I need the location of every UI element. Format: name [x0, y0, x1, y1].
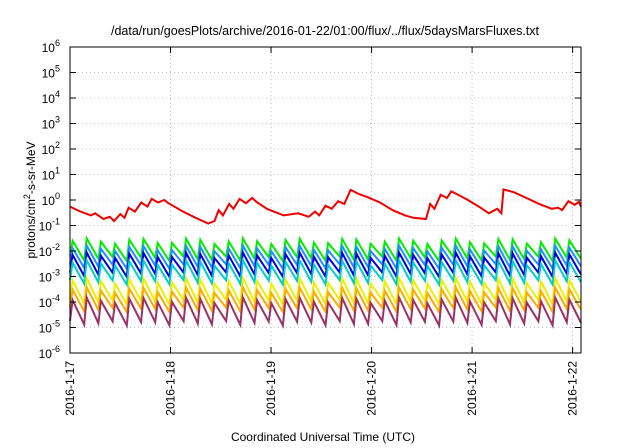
series-line — [69, 256, 582, 288]
series-line — [69, 188, 582, 225]
y-tick-label: 102 — [42, 140, 60, 157]
y-tick-label: 10-1 — [39, 217, 60, 234]
y-tick-label: 10-5 — [39, 319, 60, 336]
y-axis-label-units: -s-sr-MeV — [24, 141, 38, 194]
y-axis: 106 105 104 103 102 101 100 10-1 10-2 10-3 10-4 10-… — [39, 38, 581, 361]
y-axis-label-superscript: 2 — [22, 194, 32, 199]
series-line — [69, 249, 582, 281]
y-tick-label: 10-3 — [39, 268, 60, 285]
chart-title: /data/run/goesPlots/archive/2016-01-22/0… — [111, 24, 540, 38]
y-tick-label: 100 — [42, 191, 60, 208]
x-tick-label: 2016-1-20 — [365, 361, 379, 416]
y-tick-label: 10-4 — [39, 293, 60, 310]
y-tick-label: 101 — [42, 166, 60, 183]
y-tick-label: 104 — [42, 89, 60, 106]
y-tick-label: 10-6 — [39, 344, 60, 361]
series-line — [69, 235, 582, 264]
series-layer — [69, 188, 582, 329]
series-line — [69, 242, 582, 272]
y-tick-label: 103 — [42, 115, 60, 132]
y-axis-label: protons/cm2-s-sr-MeV — [22, 141, 38, 258]
x-tick-label: 2016-1-21 — [465, 361, 479, 416]
series-line — [69, 293, 582, 329]
series-line — [69, 283, 582, 316]
y-tick-label: 106 — [42, 38, 60, 55]
y-axis-label-main: protons/cm — [24, 199, 38, 258]
x-tick-label: 2016-1-17 — [63, 361, 77, 416]
y-tick-label: 10-2 — [39, 242, 60, 259]
x-tick-label: 2016-1-22 — [566, 361, 580, 416]
x-tick-label: 2016-1-18 — [164, 361, 178, 416]
x-axis-label: Coordinated Universal Time (UTC) — [231, 430, 415, 444]
y-tick-label: 105 — [42, 64, 60, 81]
x-tick-label: 2016-1-19 — [264, 361, 278, 416]
x-axis: 2016-1-17 2016-1-18 2016-1-19 2016-1-20 2016… — [63, 47, 580, 416]
